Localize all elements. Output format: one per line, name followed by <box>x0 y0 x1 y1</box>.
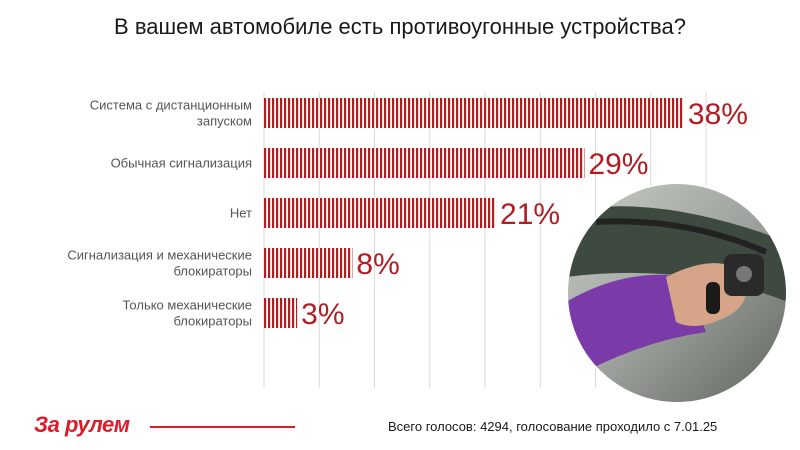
category-label: Обычная сигнализация <box>111 156 252 171</box>
bar <box>264 148 585 178</box>
logo-underline <box>150 426 295 428</box>
car-photo <box>566 182 788 404</box>
category-label: блокираторы <box>173 264 252 279</box>
bar <box>264 98 684 128</box>
category-label: Только механические <box>123 298 253 313</box>
value-label: 21% <box>500 198 560 231</box>
category-label: Нет <box>230 206 252 221</box>
category-label: блокираторы <box>173 314 252 329</box>
category-label: Сигнализация и механические <box>67 248 252 263</box>
value-label: 3% <box>301 298 344 331</box>
bar <box>264 248 353 278</box>
bar <box>264 298 298 328</box>
value-label: 29% <box>588 148 648 181</box>
vote-summary: Всего голосов: 4294, голосование проходи… <box>388 419 718 434</box>
bar <box>264 198 497 228</box>
value-label: 8% <box>356 248 399 281</box>
category-label: Система с дистанционным <box>90 98 252 113</box>
category-label: запуском <box>197 114 252 129</box>
value-label: 38% <box>688 98 748 131</box>
chart-title: В вашем автомобиле есть противоугонные у… <box>114 14 686 39</box>
logo: За рулем <box>34 412 130 437</box>
